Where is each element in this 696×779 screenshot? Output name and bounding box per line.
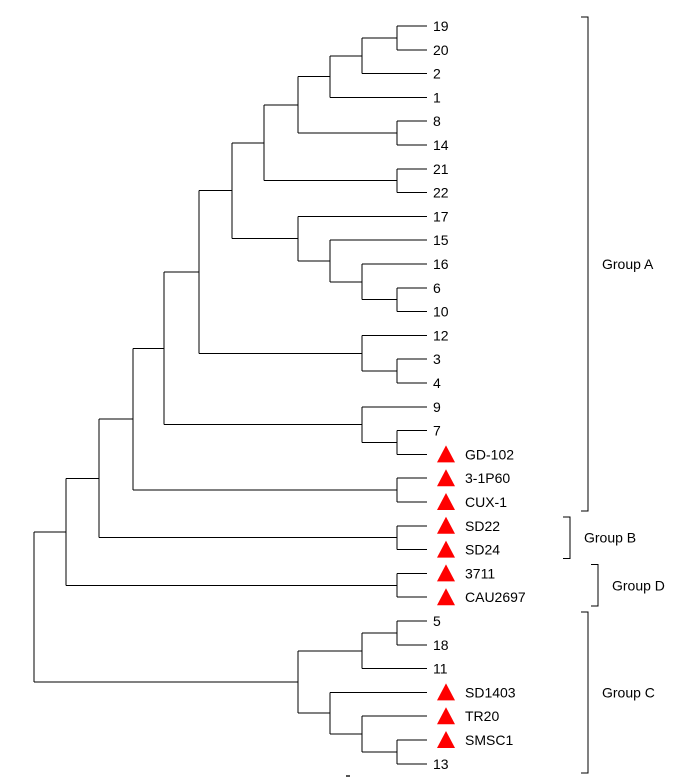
leaf-label: SD1403 bbox=[465, 684, 516, 700]
red-triangle-icon bbox=[437, 540, 455, 558]
group-bracket bbox=[581, 16, 589, 512]
leaf-14: 14 bbox=[433, 137, 449, 153]
leaf-label: 18 bbox=[433, 637, 449, 653]
red-triangle-icon bbox=[437, 469, 455, 487]
leaf-label: 22 bbox=[433, 185, 449, 201]
leaf-labels: 1920218142122171516610123497GD-1023-1P60… bbox=[433, 18, 526, 772]
leaf-12: 12 bbox=[433, 327, 449, 343]
red-triangle-icon bbox=[437, 516, 455, 534]
leaf-2: 2 bbox=[433, 66, 441, 82]
leaf-SMSC1: SMSC1 bbox=[437, 731, 513, 748]
leaf-label: 14 bbox=[433, 137, 449, 153]
red-triangle-icon bbox=[437, 493, 455, 510]
leaf-label: 3711 bbox=[465, 565, 495, 581]
group-brackets: Group A Group B Group D Group C bbox=[563, 16, 665, 774]
group-label: Group A bbox=[602, 256, 654, 272]
leaf-label: 10 bbox=[433, 304, 449, 320]
group-label: Group B bbox=[584, 530, 636, 546]
leaf-CAU2697: CAU2697 bbox=[437, 588, 526, 606]
group-bracket bbox=[581, 611, 589, 774]
group-bracket bbox=[563, 516, 571, 560]
leaf-19: 19 bbox=[433, 18, 449, 34]
leaf-CUX-1: CUX-1 bbox=[437, 493, 507, 510]
red-triangle-icon bbox=[437, 683, 455, 701]
leaf-label: 7 bbox=[433, 423, 441, 439]
group-label: Group C bbox=[602, 684, 655, 700]
leaf-label: 6 bbox=[433, 280, 441, 296]
leaf-label: CUX-1 bbox=[465, 494, 507, 510]
leaf-label: 4 bbox=[433, 375, 441, 391]
leaf-label: 19 bbox=[433, 18, 449, 34]
leaf-11: 11 bbox=[433, 661, 448, 677]
leaf-17: 17 bbox=[433, 208, 449, 224]
leaf-5: 5 bbox=[433, 613, 441, 629]
leaf-22: 22 bbox=[433, 185, 449, 201]
leaf-label: 12 bbox=[433, 327, 449, 343]
leaf-label: 15 bbox=[433, 232, 449, 248]
tree-branches bbox=[33, 25, 427, 765]
leaf-1: 1 bbox=[433, 89, 441, 105]
leaf-16: 16 bbox=[433, 256, 449, 272]
leaf-6: 6 bbox=[433, 280, 441, 296]
leaf-label: SMSC1 bbox=[465, 732, 513, 748]
leaf-10: 10 bbox=[433, 304, 449, 320]
leaf-label: 17 bbox=[433, 208, 449, 224]
leaf-label: 5 bbox=[433, 613, 441, 629]
leaf-label: 21 bbox=[433, 161, 449, 177]
leaf-label: 13 bbox=[433, 756, 449, 772]
red-triangle-icon bbox=[437, 564, 455, 582]
leaf-SD22: SD22 bbox=[437, 516, 500, 534]
group-label: Group D bbox=[612, 577, 665, 593]
leaf-4: 4 bbox=[433, 375, 441, 391]
leaf-21: 21 bbox=[433, 161, 449, 177]
leaf-label: 3-1P60 bbox=[465, 470, 510, 486]
leaf-label: SD22 bbox=[465, 518, 500, 534]
leaf-label: CAU2697 bbox=[465, 589, 526, 605]
red-triangle-icon bbox=[437, 445, 455, 463]
leaf-15: 15 bbox=[433, 232, 449, 248]
leaf-13: 13 bbox=[433, 756, 449, 772]
leaf-label: 9 bbox=[433, 399, 441, 415]
leaf-label: GD-102 bbox=[465, 446, 514, 462]
leaf-SD1403: SD1403 bbox=[437, 683, 516, 701]
group-bracket bbox=[591, 563, 599, 607]
leaf-label: TR20 bbox=[465, 708, 499, 724]
tick-mark bbox=[346, 775, 350, 777]
leaf-label: 11 bbox=[433, 661, 448, 677]
red-triangle-icon bbox=[437, 588, 455, 606]
red-triangle-icon bbox=[437, 707, 455, 725]
leaf-3: 3 bbox=[433, 351, 441, 367]
leaf-9: 9 bbox=[433, 399, 441, 415]
red-triangle-icon bbox=[437, 731, 455, 748]
leaf-SD24: SD24 bbox=[437, 540, 500, 558]
leaf-label: 20 bbox=[433, 42, 449, 58]
leaf-8: 8 bbox=[433, 113, 441, 129]
leaf-20: 20 bbox=[433, 42, 449, 58]
leaf-TR20: TR20 bbox=[437, 707, 499, 725]
leaf-3711: 3711 bbox=[437, 564, 495, 582]
leaf-label: 16 bbox=[433, 256, 449, 272]
leaf-18: 18 bbox=[433, 637, 449, 653]
leaf-label: 3 bbox=[433, 351, 441, 367]
leaf-3-1P60: 3-1P60 bbox=[437, 469, 510, 487]
leaf-label: 1 bbox=[433, 89, 441, 105]
leaf-7: 7 bbox=[433, 423, 441, 439]
leaf-label: 8 bbox=[433, 113, 441, 129]
leaf-label: SD24 bbox=[465, 542, 500, 558]
leaf-label: 2 bbox=[433, 66, 441, 82]
leaf-GD-102: GD-102 bbox=[437, 445, 514, 463]
